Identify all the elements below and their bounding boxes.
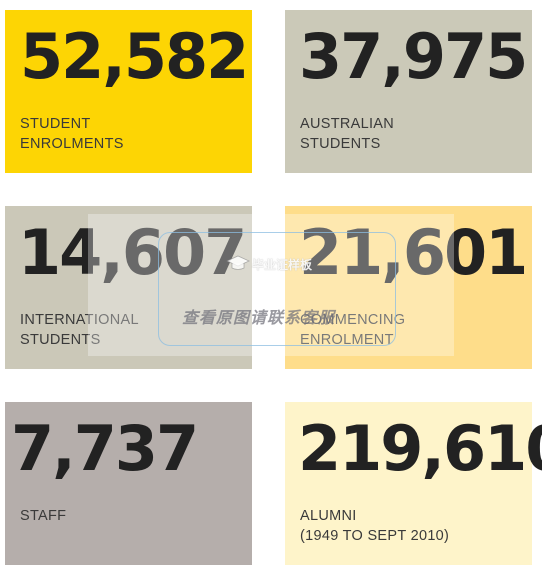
stat-label-line: STUDENT <box>20 116 91 132</box>
stat-label-line: ENROLMENTS <box>20 136 124 152</box>
stat-label-line: AUSTRALIAN <box>300 116 395 132</box>
stat-label-line: STAFF <box>20 508 67 524</box>
stat-label-line: STUDENTS <box>300 136 381 152</box>
stat-label-line: ALUMNI <box>300 508 357 524</box>
stat-label-line: STUDENTS <box>20 332 101 348</box>
stat-label-line: (1949 TO SEPT 2010) <box>300 528 450 544</box>
stat-label-line: ENROLMENT <box>300 332 394 348</box>
watermark-frame <box>158 232 396 346</box>
stat-value: 21,601 <box>299 216 528 289</box>
stat-card-international-students: 14,607 INTERNATIONAL STUDENTS <box>5 206 252 369</box>
watermark-text: 查看原图请联系客服 <box>182 308 336 327</box>
stat-value: 14,607 <box>18 216 247 289</box>
stat-card-student-enrolments: 52,582 STUDENT ENROLMENTS <box>5 10 252 173</box>
stat-card-alumni: 219,610 ALUMNI (1949 TO SEPT 2010) <box>285 402 542 565</box>
stat-card-commencing-enrolment: 21,601 COMMENCING ENROLMENT <box>285 206 532 369</box>
stat-value: 52,582 <box>20 20 249 93</box>
graduation-cap-icon <box>226 255 250 270</box>
stat-card-staff: 7,737 STAFF <box>5 402 252 565</box>
stat-label: AUSTRALIAN STUDENTS <box>300 114 394 154</box>
stat-card-australian-students: 37,975 AUSTRALIAN STUDENTS <box>285 10 532 173</box>
stat-value: 37,975 <box>299 20 528 93</box>
stat-label: COMMENCING ENROLMENT <box>300 310 405 350</box>
stat-label: STAFF <box>20 506 66 526</box>
stat-label: STUDENT ENROLMENTS <box>20 114 124 154</box>
stat-label: ALUMNI (1949 TO SEPT 2010) <box>300 506 449 546</box>
stat-value: 7,737 <box>11 412 199 485</box>
watermark-brand: 毕业证样板 <box>252 258 313 272</box>
stat-label-line: INTERNATIONAL <box>20 312 139 328</box>
stat-label: INTERNATIONAL STUDENTS <box>20 310 139 350</box>
stat-label-line: COMMENCING <box>300 312 406 328</box>
stat-value: 219,610 <box>298 412 542 485</box>
